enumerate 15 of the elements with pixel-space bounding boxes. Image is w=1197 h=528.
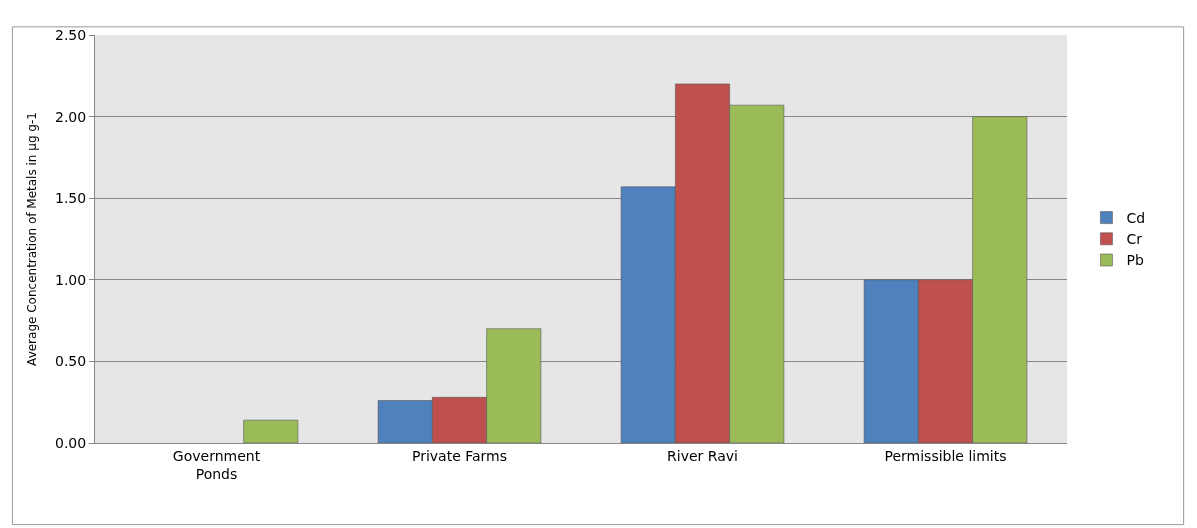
y-tick-label: 1.00 (55, 271, 87, 288)
x-tick-label: Permissible limits (884, 447, 1007, 464)
x-tick-label: River Ravi (667, 447, 738, 464)
legend-label: Pb (1126, 252, 1144, 269)
y-tick-label: 2.50 (55, 26, 87, 43)
bar (243, 419, 299, 443)
x-tick-label: Government Ponds (172, 447, 261, 482)
y-tick-label: 1.50 (55, 190, 87, 207)
legend-label: Cr (1126, 231, 1143, 248)
y-axis-title: Average Concentration of Metals in µg g-1 (25, 112, 40, 366)
y-tick-label: 0.00 (55, 434, 87, 451)
x-tick-label: Private Farms (411, 447, 508, 464)
y-tick-label: 2.00 (55, 108, 87, 125)
y-tick-label: 0.50 (55, 353, 87, 370)
legend-label: Cd (1126, 210, 1146, 227)
